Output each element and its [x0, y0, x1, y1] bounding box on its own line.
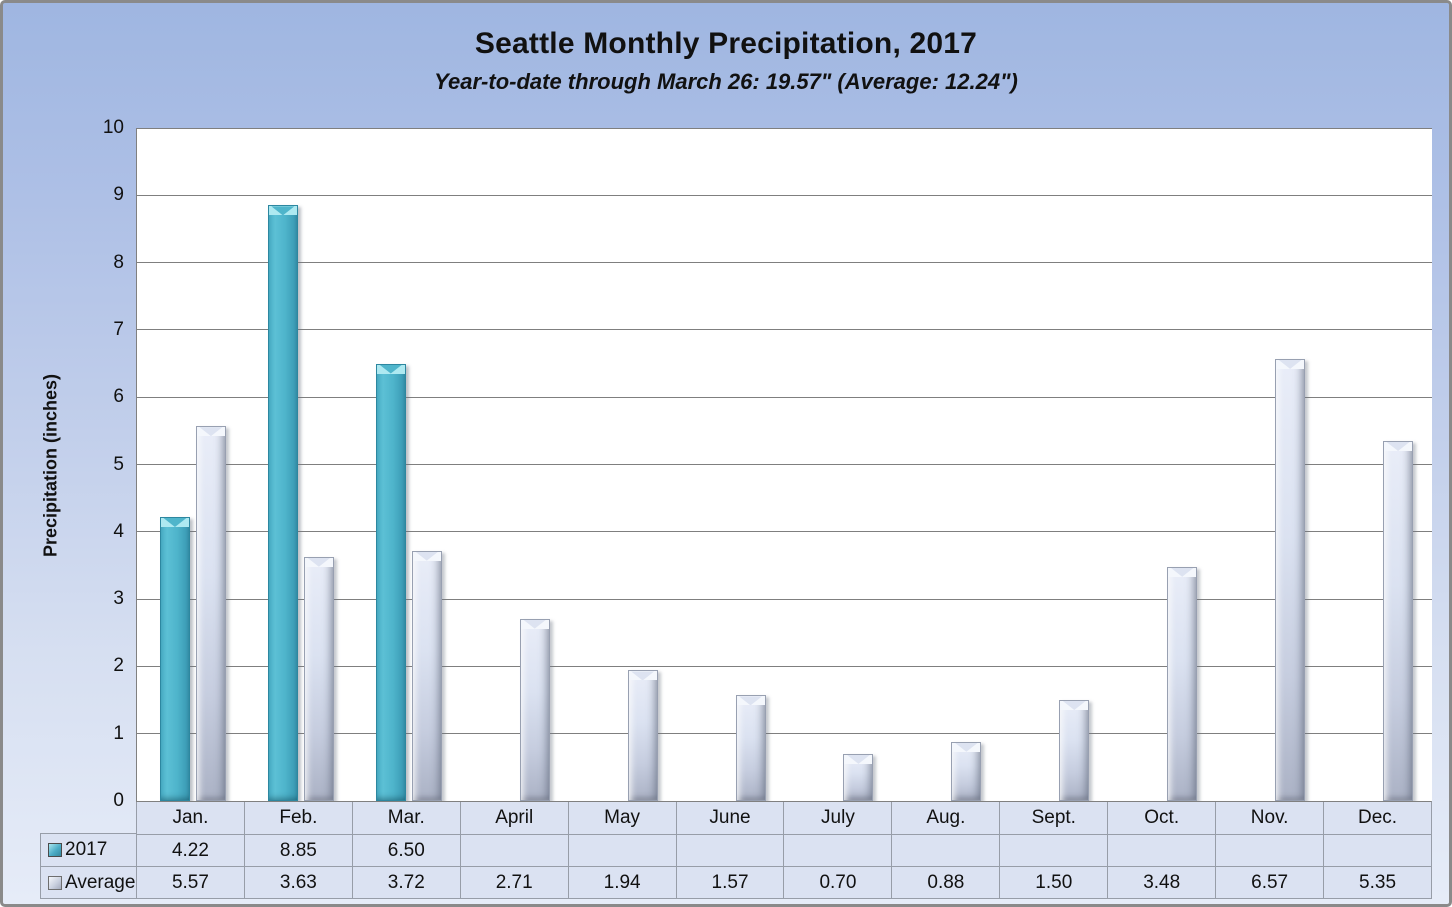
month-header-cell: Feb. — [243, 802, 352, 834]
y-tick-label-10: 10 — [102, 117, 124, 138]
table-value-cell: 5.35 — [1323, 866, 1431, 898]
bar-2017-Jan — [159, 516, 190, 801]
table-value-cell: 6.57 — [1215, 866, 1324, 898]
y-tick-label-8: 8 — [113, 251, 124, 273]
bar-average-June — [735, 695, 766, 801]
chart-title: Seattle Monthly Precipitation, 2017 — [474, 27, 978, 60]
gridline-1 — [137, 733, 1432, 735]
y-tick-label-1: 1 — [113, 722, 124, 744]
bar-average-Aug — [951, 741, 982, 801]
table-value-cell — [459, 834, 568, 866]
table-value-cell — [675, 834, 784, 866]
table-value-cell — [1215, 834, 1324, 866]
gridline-2 — [137, 665, 1432, 667]
y-axis-title: Precipitation (inches) — [40, 373, 61, 558]
legend-label: Average — [65, 871, 136, 893]
month-header-cell: Aug. — [891, 802, 1000, 834]
month-header-cell: May — [567, 802, 676, 834]
table-value-cell: 8.85 — [243, 834, 352, 866]
month-header-cell: April — [459, 802, 568, 834]
table-value-cell: 3.48 — [1107, 866, 1216, 898]
bar-average-July — [843, 753, 874, 801]
table-value-cell — [567, 834, 676, 866]
chart-header: Seattle Monthly Precipitation, 2017 Year… — [3, 27, 1449, 95]
table-value-cell: 5.57 — [136, 866, 244, 898]
y-tick-label-5: 5 — [113, 453, 124, 475]
y-tick-label-0: 0 — [113, 790, 124, 811]
month-header-cell: Oct. — [1107, 802, 1216, 834]
table-value-cell: 0.88 — [891, 866, 1000, 898]
gridline-3 — [137, 598, 1432, 600]
table-value-cell — [783, 834, 892, 866]
table-value-cell: 3.72 — [351, 866, 460, 898]
table-value-cell: 3.63 — [243, 866, 352, 898]
bar-2017-Feb — [267, 205, 298, 801]
legend-key-icon-average — [48, 875, 62, 890]
table-value-cell — [1107, 834, 1216, 866]
legend-key-icon-2017 — [48, 843, 62, 857]
legend-row-2017: 2017 — [41, 834, 136, 866]
table-value-cell: 6.50 — [351, 834, 460, 866]
table-value-cell: 1.94 — [567, 866, 676, 898]
table-value-cell — [891, 834, 1000, 866]
bar-2017-Mar — [375, 363, 406, 801]
month-header-cell: Jan. — [136, 802, 244, 834]
month-header-cell: Sept. — [999, 802, 1108, 834]
bar-average-Feb — [303, 556, 334, 801]
table-value-cell: 1.57 — [675, 866, 784, 898]
table-value-cell — [999, 834, 1108, 866]
table-value-cell: 0.70 — [783, 866, 892, 898]
table-value-cell: 2.71 — [459, 866, 568, 898]
gridline-9 — [137, 194, 1432, 196]
bar-average-Oct — [1167, 566, 1198, 801]
legend-row-average: Average — [41, 866, 136, 898]
legend-table: 2017 Average — [40, 833, 137, 899]
bar-average-Nov — [1275, 358, 1306, 801]
y-tick-label-3: 3 — [113, 588, 124, 610]
legend-label: 2017 — [65, 839, 108, 860]
table-value-cell — [1323, 834, 1431, 866]
bar-average-Mar — [411, 550, 442, 801]
table-value-cell: 1.50 — [999, 866, 1108, 898]
gridline-5 — [137, 464, 1432, 465]
y-tick-label-9: 9 — [113, 184, 124, 206]
y-tick-label-6: 6 — [113, 386, 124, 408]
gridline-8 — [137, 262, 1432, 264]
gridline-4 — [137, 531, 1432, 533]
month-header-cell: Mar. — [351, 802, 460, 834]
gridline-7 — [137, 329, 1432, 331]
gridline-10 — [137, 127, 1432, 129]
month-header-cell: Dec. — [1323, 802, 1431, 834]
table-value-cell: 4.22 — [136, 834, 244, 866]
month-header-cell: Nov. — [1215, 802, 1324, 834]
bar-average-Jan — [195, 426, 226, 801]
bar-average-Sept — [1059, 700, 1090, 801]
bar-average-April — [519, 618, 550, 801]
chart-subtitle: Year-to-date through March 26: 19.57" (A… — [434, 69, 1018, 94]
bar-average-May — [627, 670, 658, 801]
y-tick-label-2: 2 — [113, 655, 124, 677]
y-tick-label-7: 7 — [113, 318, 124, 340]
gridline-6 — [137, 396, 1432, 398]
data-table: Jan. Feb. Mar. April May June July Aug. Sept. Oct… — [136, 801, 1432, 899]
month-header-cell: July — [783, 802, 892, 834]
plot-area — [136, 127, 1432, 801]
month-header-cell: June — [675, 802, 784, 834]
bar-average-Dec — [1383, 440, 1414, 801]
y-tick-label-4: 4 — [113, 520, 124, 542]
